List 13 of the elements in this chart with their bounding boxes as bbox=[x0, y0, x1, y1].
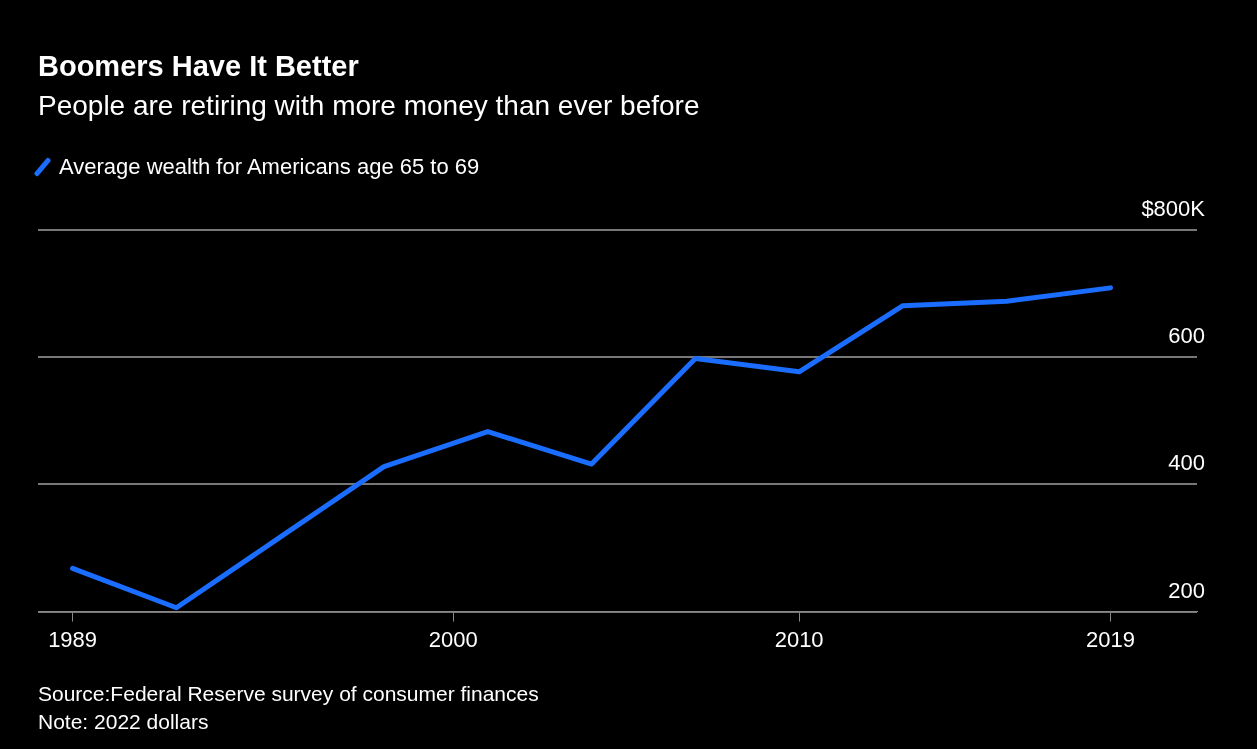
text: Note: 2022 dollars bbox=[38, 709, 210, 735]
y-tick-label: 200 bbox=[1168, 577, 1205, 603]
x-tick-label: 2010 bbox=[774, 626, 824, 652]
x-tick-label: 2000 bbox=[428, 626, 478, 652]
legend-label: Average wealth for Americans age 65 to 69 bbox=[59, 154, 480, 180]
chart-title: Boomers Have It Better bbox=[38, 50, 359, 83]
y-tick-label: 600 bbox=[1168, 323, 1205, 349]
y-tick-label: $800K bbox=[1141, 196, 1206, 222]
x-tick-label: 2019 bbox=[1086, 626, 1135, 652]
source-note: Source:Federal Reserve survey of consumer finances bbox=[38, 681, 539, 707]
chart-subtitle: People are retiring with more money than ever before bbox=[38, 90, 700, 122]
y-tick-label: 400 bbox=[1168, 450, 1205, 476]
x-tick-label: 1989 bbox=[48, 626, 98, 652]
